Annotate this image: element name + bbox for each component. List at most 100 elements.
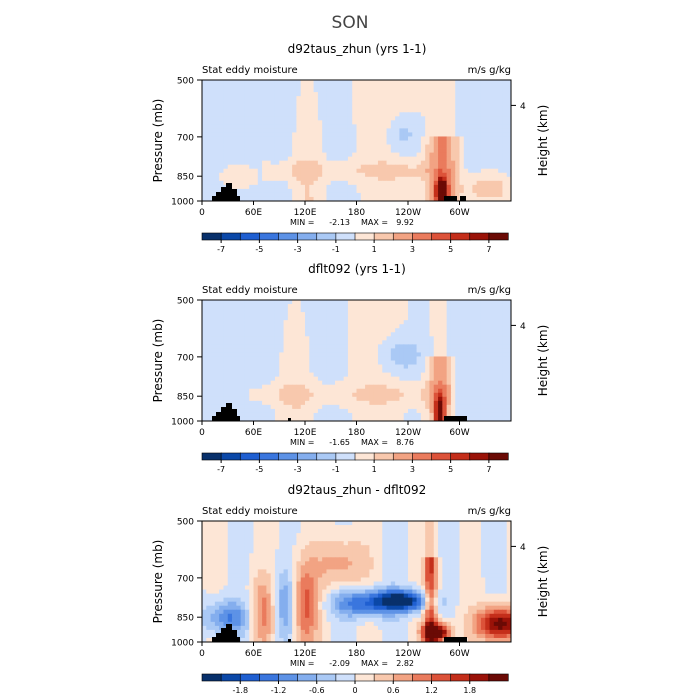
field-cell xyxy=(253,336,259,341)
field-cell xyxy=(459,400,465,406)
field-cell xyxy=(270,324,276,329)
field-cell xyxy=(210,521,216,526)
field-cell xyxy=(386,120,392,125)
field-cell xyxy=(403,525,409,530)
field-cell xyxy=(227,104,233,109)
field-cell xyxy=(210,368,216,373)
field-cell xyxy=(438,328,443,333)
field-cell xyxy=(279,188,284,194)
field-cell xyxy=(305,84,310,89)
field-cell xyxy=(202,336,207,341)
field-cell xyxy=(382,144,387,149)
field-cell xyxy=(480,412,486,418)
field-cell xyxy=(236,312,242,317)
field-cell xyxy=(279,533,284,538)
field-cell xyxy=(433,525,439,530)
field-cell xyxy=(253,132,259,137)
field-cell xyxy=(438,376,443,382)
field-cell xyxy=(377,152,383,158)
field-cell xyxy=(360,316,366,321)
field-cell xyxy=(403,316,409,321)
field-cell xyxy=(408,160,413,166)
field-cell xyxy=(498,316,503,321)
field-cell xyxy=(266,316,272,321)
field-cell xyxy=(300,400,306,406)
field-cell xyxy=(274,184,280,190)
field-cell xyxy=(498,132,503,137)
field-cell xyxy=(360,120,366,125)
field-cell xyxy=(305,412,310,418)
field-cell xyxy=(455,80,460,85)
field-cell xyxy=(489,541,495,546)
field-cell xyxy=(442,332,448,337)
field-cell xyxy=(386,408,392,414)
field-cell xyxy=(489,348,495,353)
field-cell xyxy=(326,545,332,550)
field-cell xyxy=(412,344,417,349)
field-cell xyxy=(485,545,490,550)
field-cell xyxy=(292,404,297,410)
field-cell xyxy=(352,176,357,182)
field-cell xyxy=(468,316,473,321)
field-cell xyxy=(309,412,314,418)
field-cell xyxy=(330,128,336,133)
field-cell xyxy=(223,96,229,101)
field-cell xyxy=(502,340,508,345)
field-cell xyxy=(472,356,478,361)
field-cell xyxy=(317,348,323,353)
field-cell xyxy=(305,400,310,406)
field-cell xyxy=(433,316,439,321)
field-cell xyxy=(313,172,319,178)
field-cell xyxy=(395,344,400,349)
field-cell xyxy=(257,308,263,313)
field-cell xyxy=(472,396,478,402)
field-cell xyxy=(498,525,503,530)
field-cell xyxy=(300,120,306,125)
field-cell xyxy=(365,156,370,162)
field-cell xyxy=(240,376,246,382)
field-cell xyxy=(455,136,460,141)
field-cell xyxy=(476,356,482,361)
field-cell xyxy=(279,124,284,129)
field-cell xyxy=(356,328,362,333)
field-cell xyxy=(330,380,336,386)
field-cell xyxy=(386,92,392,97)
field-cell xyxy=(352,408,357,414)
field-cell xyxy=(343,533,349,538)
field-cell xyxy=(223,84,229,89)
field-cell xyxy=(347,376,353,382)
field-cell xyxy=(347,400,353,406)
field-cell xyxy=(438,541,443,546)
field-cell xyxy=(386,152,392,158)
field-cell xyxy=(219,376,224,382)
panel-left-label: Stat eddy moisture xyxy=(202,506,298,517)
field-cell xyxy=(420,404,426,410)
field-cell xyxy=(317,124,323,129)
field-cell xyxy=(425,364,430,369)
field-cell xyxy=(485,340,490,345)
field-cell xyxy=(395,541,400,546)
field-cell xyxy=(412,104,417,109)
field-cell xyxy=(425,368,430,373)
field-cell xyxy=(309,136,314,141)
field-cell xyxy=(485,144,490,149)
field-cell xyxy=(506,92,512,97)
field-cell xyxy=(399,537,405,542)
field-cell xyxy=(240,180,246,186)
field-cell xyxy=(343,192,349,198)
field-cell xyxy=(365,192,370,198)
field-cell xyxy=(416,324,422,329)
field-cell xyxy=(214,168,220,174)
field-cell xyxy=(480,304,486,309)
field-cell xyxy=(408,416,413,422)
field-cell xyxy=(305,80,310,85)
field-cell xyxy=(472,304,478,309)
field-cell xyxy=(360,364,366,369)
field-cell xyxy=(347,320,353,325)
field-cell xyxy=(253,320,259,325)
field-cell xyxy=(373,316,379,321)
field-cell xyxy=(326,148,332,153)
field-cell xyxy=(365,376,370,382)
field-cell xyxy=(416,96,422,101)
field-cell xyxy=(227,348,233,353)
